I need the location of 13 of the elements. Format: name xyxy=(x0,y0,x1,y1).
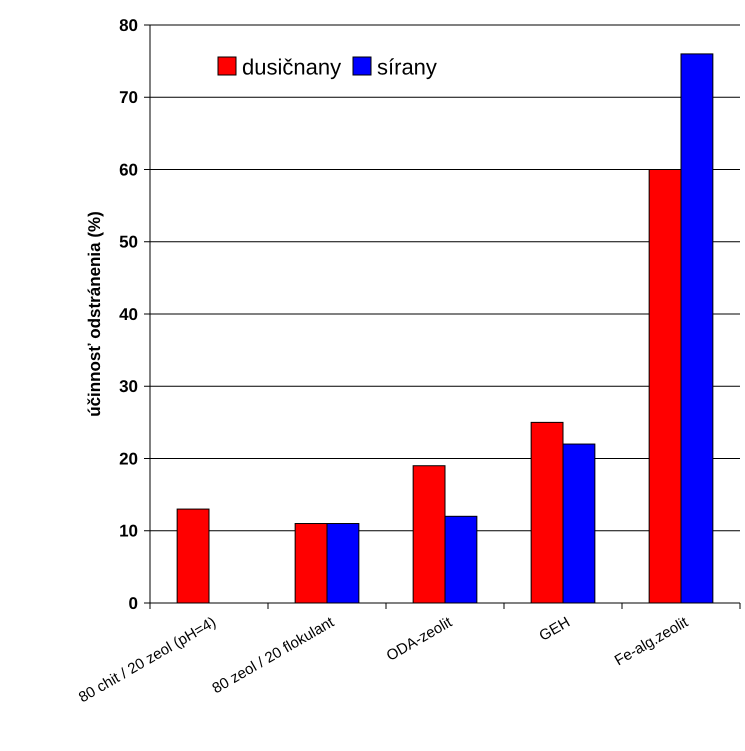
y-tick-label: 30 xyxy=(119,377,138,396)
y-tick-label: 10 xyxy=(119,522,138,541)
y-tick-label: 80 xyxy=(119,16,138,35)
x-tick-label: GEH xyxy=(536,614,573,645)
y-tick-label: 0 xyxy=(128,594,138,613)
legend-label: dusičnany xyxy=(242,54,342,80)
y-tick-label: 40 xyxy=(119,304,138,324)
y-axis-title: účinnosť odstránenia (%) xyxy=(85,211,104,417)
y-tick-label: 50 xyxy=(119,232,138,252)
legend-label: sírany xyxy=(377,54,437,80)
y-tick-label: 20 xyxy=(119,449,138,468)
y-tick-label: 60 xyxy=(119,160,138,180)
y-tick-label: 70 xyxy=(119,88,138,108)
